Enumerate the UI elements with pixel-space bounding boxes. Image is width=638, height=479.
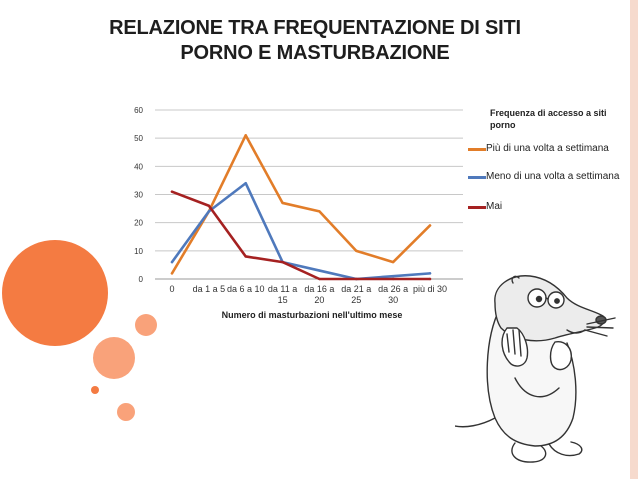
data-point — [391, 274, 395, 278]
data-point — [355, 277, 358, 281]
y-tick-label: 50 — [134, 134, 143, 143]
series-line-3 — [170, 190, 432, 281]
x-tick-label: 0 — [169, 284, 174, 294]
right-accent-bar — [630, 0, 638, 479]
data-point — [244, 182, 247, 185]
data-point — [428, 224, 432, 227]
small-orange-circle-lower — [117, 403, 135, 421]
y-tick-label: 30 — [134, 191, 143, 200]
small-orange-circle — [135, 314, 157, 336]
x-tick-label: più di 30 — [413, 284, 447, 294]
data-point — [428, 277, 432, 281]
y-tick-label: 0 — [139, 275, 144, 284]
tiny-orange-circle — [91, 386, 99, 394]
x-tick-label: da 16 a 20 — [304, 284, 334, 305]
data-point — [391, 277, 395, 281]
data-point — [355, 249, 358, 253]
mole-cartoon-illustration — [455, 275, 616, 463]
legend-swatch-red — [468, 206, 486, 209]
legend-label: Più di una volta a settimana — [486, 143, 609, 154]
series-line-1 — [170, 134, 432, 275]
legend-label: Meno di una volta a settimana — [486, 171, 620, 182]
legend-title: Frequenza di accesso a siti porno — [490, 108, 607, 130]
x-tick-label: da 21 a 25 — [341, 284, 371, 305]
data-point — [170, 260, 174, 264]
series-line-2 — [170, 181, 432, 281]
data-point — [207, 210, 211, 213]
x-tick-label: da 6 a 10 — [227, 284, 265, 294]
legend-swatch-orange — [468, 148, 486, 151]
data-point — [170, 272, 174, 275]
data-point — [244, 255, 247, 258]
data-point — [318, 269, 321, 272]
legend-label: Mai — [486, 201, 503, 212]
x-axis-title: Numero di masturbazioni nell'ultimo mese — [222, 310, 403, 320]
data-point — [428, 272, 432, 275]
x-tick-label: da 26 a 30 — [378, 284, 408, 305]
y-tick-label: 10 — [134, 247, 143, 256]
data-point — [170, 190, 174, 193]
legend-swatch-blue — [468, 176, 486, 179]
medium-orange-circle — [93, 337, 135, 379]
data-point — [318, 210, 321, 213]
slide-title: RELAZIONE TRA FREQUENTAZIONE DI SITI POR… — [70, 16, 560, 66]
data-point — [391, 260, 395, 264]
data-point — [244, 134, 247, 137]
data-point — [281, 260, 284, 264]
slide-title-line1: RELAZIONE TRA FREQUENTAZIONE DI SITI — [109, 17, 521, 39]
y-tick-label: 60 — [134, 106, 143, 115]
slide-title-line2: PORNO E MASTURBAZIONE — [180, 42, 450, 64]
data-point — [318, 277, 321, 281]
y-tick-label: 40 — [134, 162, 143, 171]
data-point — [281, 201, 284, 205]
y-tick-label: 20 — [134, 219, 143, 228]
data-point — [207, 204, 211, 207]
decorative-circles — [2, 240, 157, 421]
x-tick-label: da 1 a 5 — [193, 284, 226, 294]
x-tick-label: da 11 a 15 — [268, 284, 297, 305]
large-orange-circle — [2, 240, 108, 346]
